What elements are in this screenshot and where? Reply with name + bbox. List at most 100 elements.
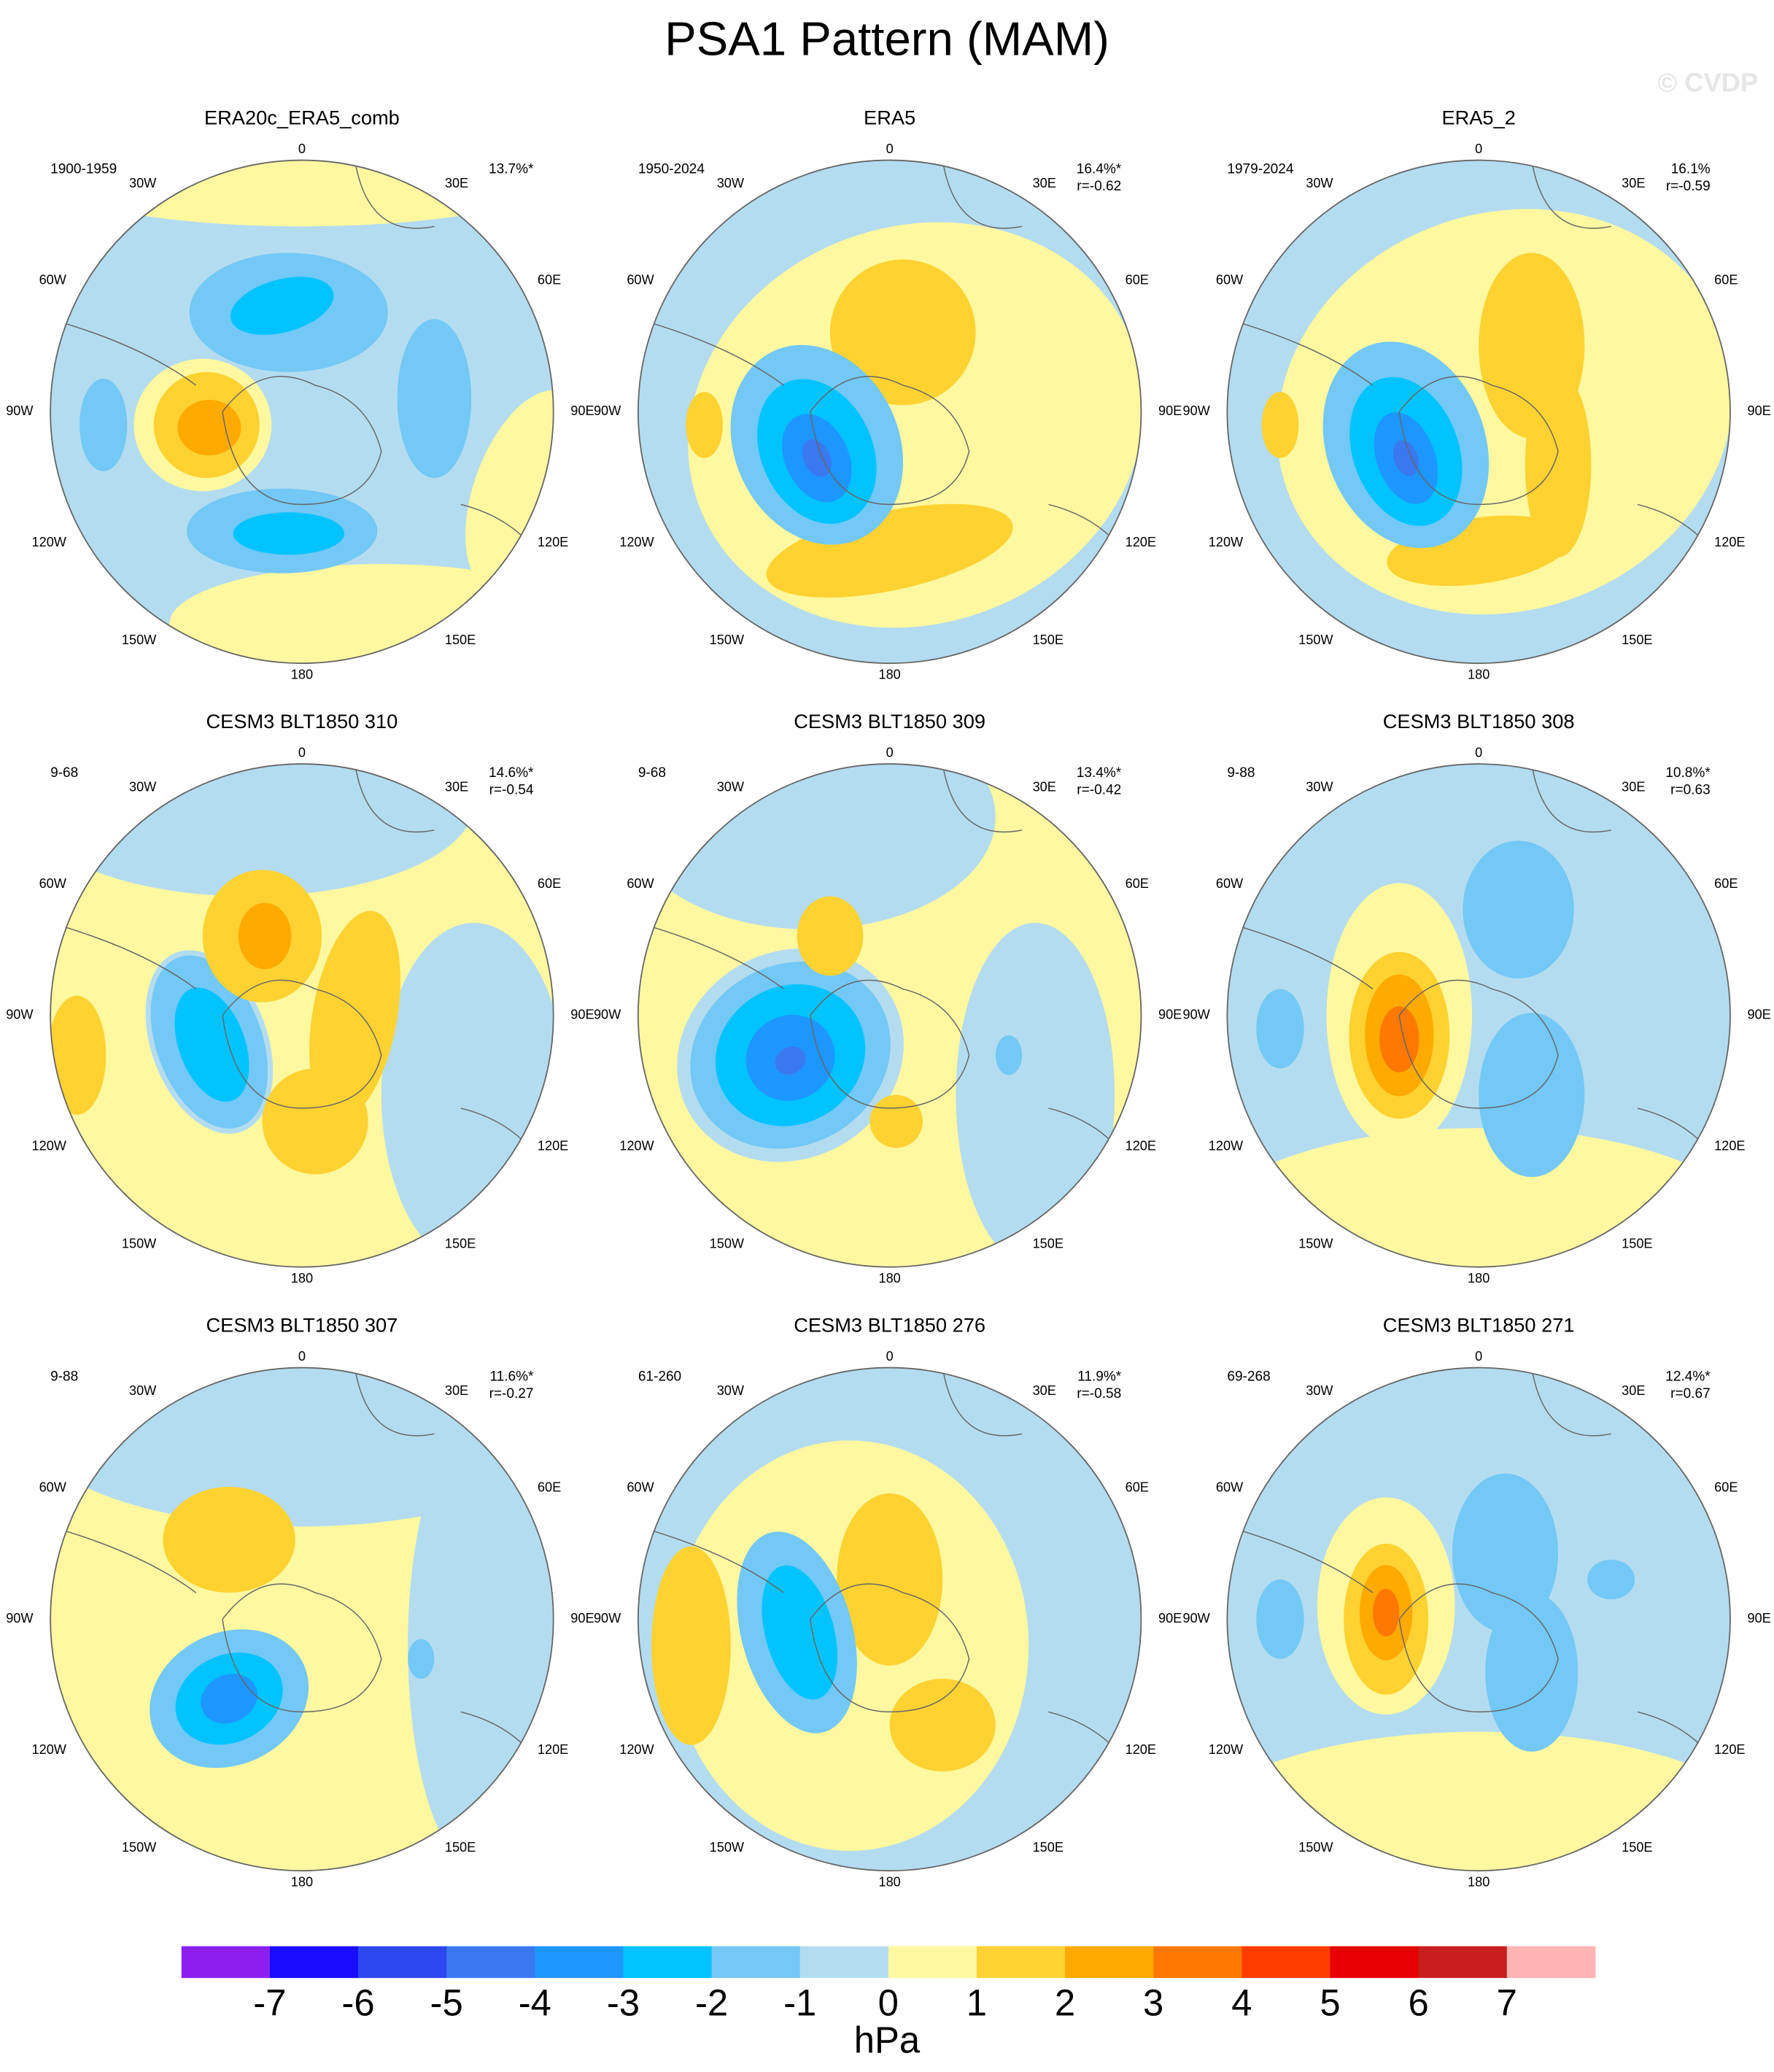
map-panel: ERA5 1950-2024 16.4%* r=-0.62 0 30W 30E 60W 60E 9… [594,107,1182,682]
longitude-label: 30E [445,176,468,190]
contour-fill [651,1546,731,1745]
longitude-label: 60E [1126,876,1149,891]
longitude-label: 150W [122,633,157,647]
longitude-label: 120E [538,1742,568,1757]
contour-fill [1463,840,1574,979]
longitude-label: 90W [1183,403,1211,418]
contour-fill [762,1565,837,1700]
contour-fill [50,764,474,897]
coastline [50,1367,541,1766]
contour-fill [262,1068,368,1175]
contour-fill [163,1486,295,1593]
longitude-label: 150E [445,1237,476,1251]
longitude-label: 120E [1714,535,1745,549]
map-border [1226,159,1731,665]
longitude-label: 0 [886,1349,894,1364]
contour-fill [1372,1588,1400,1636]
contour-fill [802,439,832,477]
longitude-label: 60E [1714,876,1738,891]
longitude-label: 120W [619,1138,654,1153]
longitude-label: 30W [129,1383,157,1398]
contour-fill [1256,989,1304,1069]
longitude-label: 120E [538,1138,568,1153]
contour-field [1227,160,1730,664]
contour-fill [995,1035,1023,1075]
contour-field [638,160,1142,664]
correlation-label: r=0.67 [1670,1386,1711,1402]
contour-fill [956,922,1115,1267]
longitude-label: 30E [1033,780,1056,795]
longitude-label: 150W [1298,1840,1333,1855]
longitude-label: 0 [298,1349,306,1364]
contour-fill [397,319,472,479]
longitude-label: 0 [886,745,894,759]
colorbar-label: 7 [1497,1982,1517,2024]
map-panel: CESM3 BLT1850 309 9-68 13.4%*r=-0.42 0 30W 30… [594,710,1182,1286]
longitude-label: 150E [445,633,476,647]
longitude-label: 150W [122,1840,157,1855]
longitude-label: 0 [298,142,306,156]
longitude-label: 180 [1468,667,1490,681]
longitude-label: 90W [6,1008,34,1022]
longitude-label: 60E [1126,273,1149,287]
period-label: 9-68 [638,765,666,781]
longitude-label: 120W [619,535,654,549]
contour-fill [889,1679,996,1772]
map-panel: CESM3 BLT1850 308 9-88 10.8%*r=0.63 0 30W 30E… [1183,710,1771,1286]
variance-label: 10.8%* [1665,765,1711,781]
longitude-label: 90E [1158,1611,1182,1625]
map-border [637,1366,1142,1872]
longitude-label: 60W [1216,876,1244,891]
correlation-label: r=-0.59 [1666,179,1711,194]
longitude-label: 30E [1033,176,1056,190]
longitude-label: 150E [1033,633,1064,647]
coastline [50,764,541,1161]
longitude-label: 30E [1033,1383,1056,1398]
colorbar-label: 1 [967,1982,987,2024]
colorbar-box [1065,1946,1154,1979]
coastline [1227,1367,1718,1766]
variance-label: 14.6%* [489,765,534,781]
longitude-label: 150W [122,1237,157,1251]
longitude-label: 180 [291,1874,313,1889]
longitude-label: 90W [1183,1008,1211,1022]
map-border [50,763,554,1268]
map-panel: ERA5_2 1979-2024 16.1% r=-0.59 0 30W 30E 60W 60E… [1183,107,1771,682]
longitude-label: 30W [129,780,157,795]
longitude-label: 90E [1158,1008,1182,1022]
longitude-label: 60E [1714,1480,1738,1495]
longitude-label: 60W [1216,1480,1244,1495]
longitude-label: 90E [570,1611,594,1625]
longitude-label: 30W [717,176,745,190]
contour-field [638,1367,1142,1871]
longitude-label: 30E [445,780,468,795]
map-border [1226,1366,1731,1872]
map-panel: CESM3 BLT1850 310 9-68 14.6%*r=-0.54 0 30W 30… [6,710,594,1286]
variance-label: 16.1% [1671,161,1711,177]
colorbar-box [623,1946,713,1979]
colorbar-label: 0 [878,1982,899,2024]
contour-fill [837,1493,943,1666]
map-panel: CESM3 BLT1850 307 9-88 11.6%* r=-0.27 0 30W 30… [6,1314,594,1890]
longitude-label: 120E [1714,1742,1745,1757]
longitude-label: 120E [1126,535,1156,549]
longitude-label: 60W [627,876,654,891]
longitude-label: 90E [570,403,594,418]
longitude-label: 90E [570,1008,594,1022]
colorbar-label: -1 [783,1982,816,2024]
contour-fill [1227,1731,1730,1871]
longitude-label: 90W [6,1611,34,1625]
colorbar-label: 5 [1320,1982,1340,2024]
longitude-label: 0 [1475,745,1482,759]
coastline [638,764,1128,1161]
contour-fill [238,902,292,970]
longitude-label: 150E [445,1840,476,1855]
contour-fill [829,259,976,406]
correlation-label: r=-0.42 [1077,782,1121,797]
longitude-label: 30W [129,176,157,190]
colorbar-label: -5 [430,1982,463,2024]
colorbar-box [535,1946,624,1979]
panel-title: ERA20c_ERA5_comb [204,107,400,129]
period-label: 9-88 [50,1369,78,1384]
